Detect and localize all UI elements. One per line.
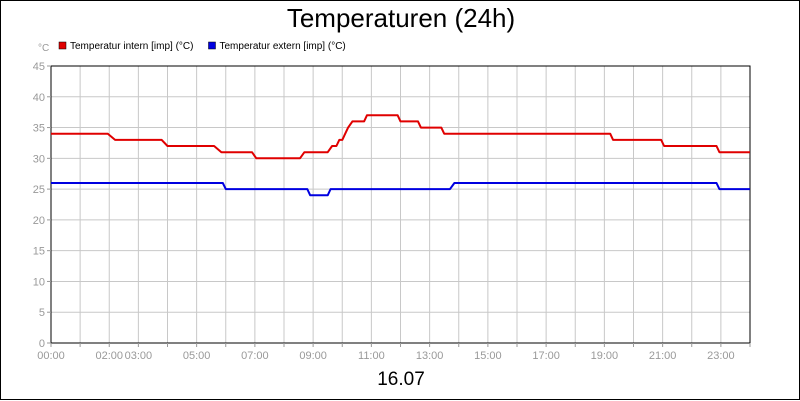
legend: Temperatur intern [imp] (°C) Temperatur e… [58, 41, 346, 52]
x-axis-label: 16.07 [377, 369, 425, 390]
x-tick-label: 23:00 [707, 350, 735, 362]
x-tick-label: 13:00 [416, 350, 444, 362]
y-tick-label: 25 [33, 184, 45, 196]
grid [51, 66, 750, 343]
y-tick-label: 40 [33, 92, 45, 104]
x-axis: 00:00 02:00 03:00 05:00 07:00 09:00 11:00 13:00… [37, 343, 751, 362]
x-tick-label: 21:00 [649, 350, 677, 362]
x-tick-label: 07:00 [241, 350, 269, 362]
legend-label: Temperatur intern [imp] (°C) [70, 41, 193, 52]
y-tick-label: 45 [33, 61, 45, 73]
x-tick-label: 11:00 [358, 350, 385, 362]
y-axis-unit: °C [38, 43, 49, 54]
x-tick-label: 19:00 [591, 350, 619, 362]
y-tick-label: 5 [39, 307, 45, 319]
series-line-extern [51, 182, 750, 197]
x-tick-label: 03:00 [125, 350, 153, 362]
y-tick-label: 15 [33, 246, 45, 258]
x-tick-label: 00:00 [37, 350, 65, 362]
y-tick-label: 30 [33, 153, 45, 165]
x-tick-label: 09:00 [299, 350, 327, 362]
y-tick-label: 35 [33, 123, 45, 135]
y-axis: 0 5 10 15 20 25 30 35 40 45 [33, 61, 51, 350]
series-line-intern [51, 114, 750, 160]
x-tick-label: 15:00 [474, 350, 502, 362]
series-lines [51, 114, 750, 197]
legend-label: Temperatur extern [imp] (°C) [219, 41, 345, 52]
legend-swatch [58, 41, 67, 50]
y-tick-label: 20 [33, 215, 45, 227]
legend-swatch [208, 41, 216, 50]
y-tick-label: 10 [33, 276, 45, 288]
chart-title: Temperaturen (24h) [286, 3, 516, 33]
y-tick-label: 0 [39, 338, 45, 350]
x-tick-label: 05:00 [183, 350, 211, 362]
x-tick-label: 02:00 [95, 350, 123, 362]
x-tick-label: 17:00 [532, 350, 560, 362]
